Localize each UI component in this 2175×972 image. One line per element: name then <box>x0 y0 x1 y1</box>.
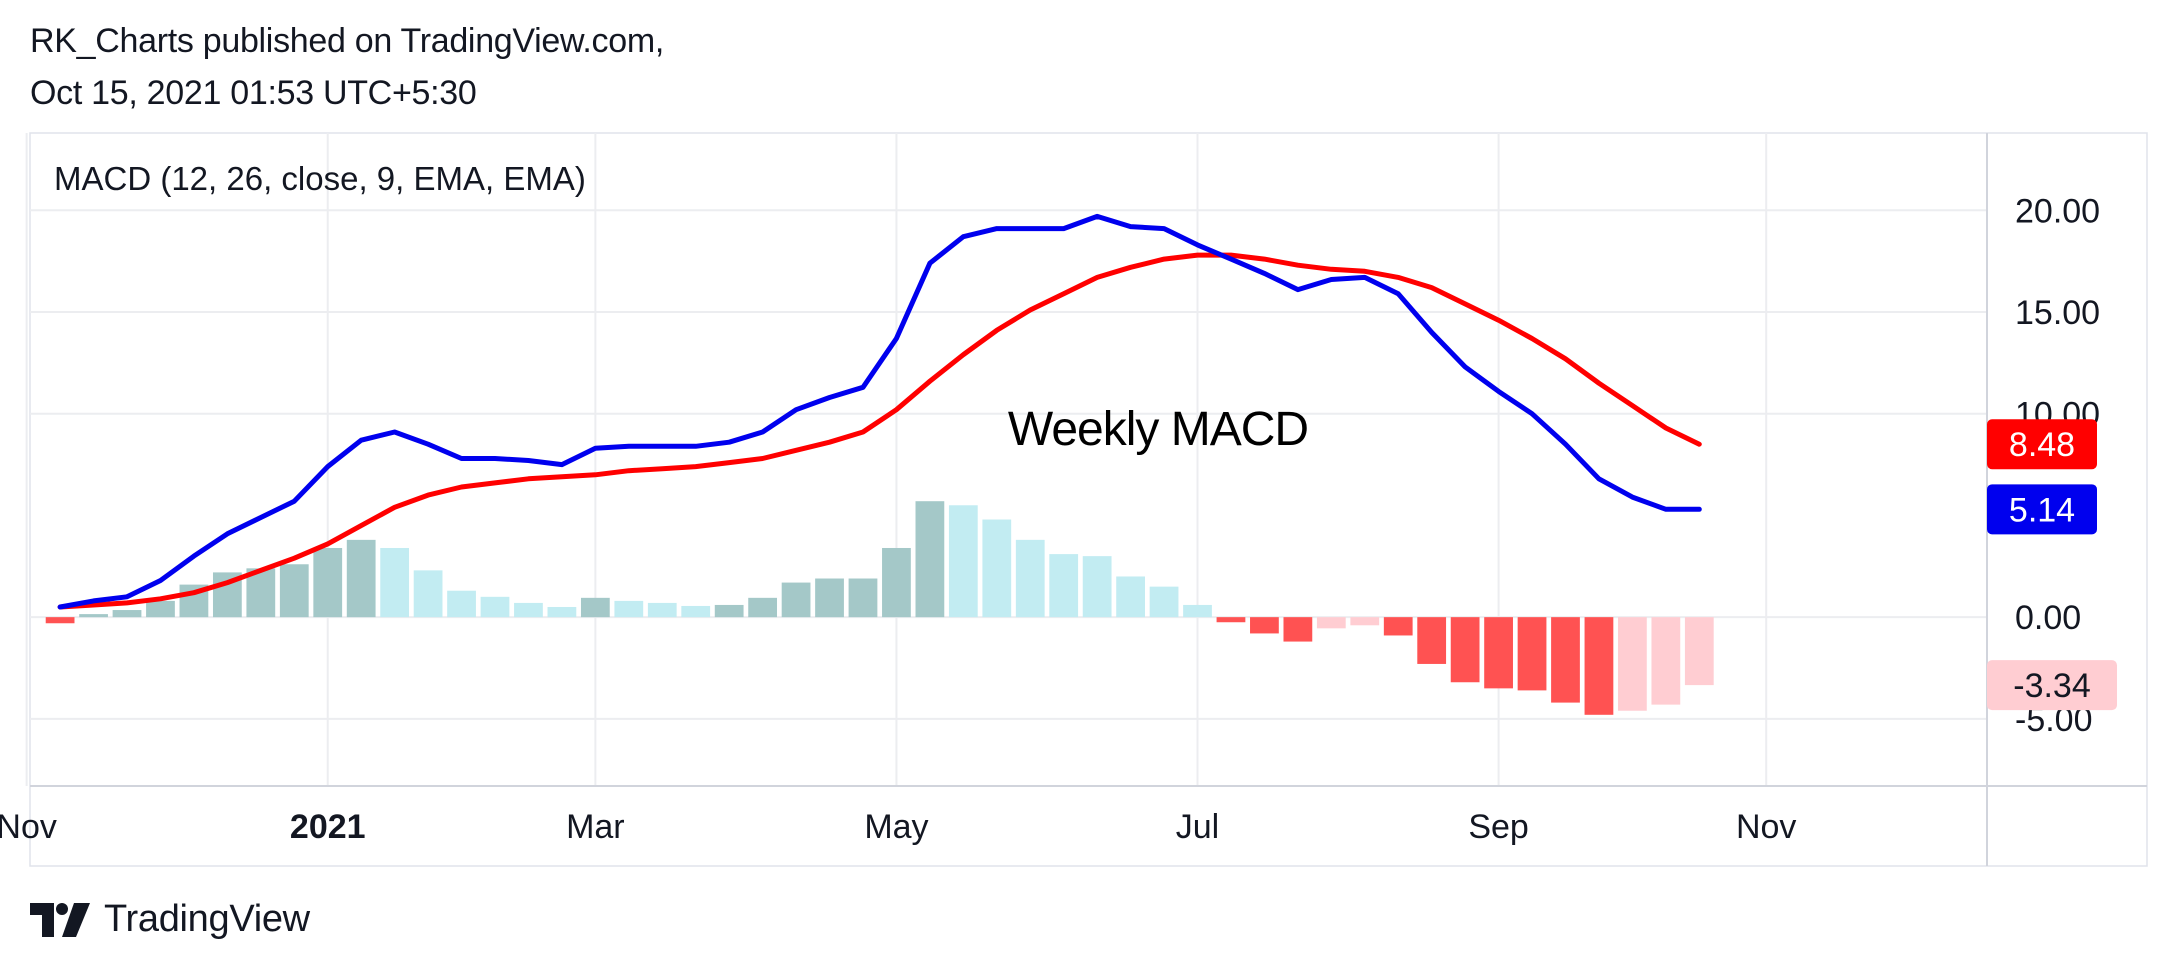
signal-last-value-label: 8.48 <box>2009 426 2075 464</box>
x-axis-ticks: Nov 2021 Mar May Jul Sep Nov <box>0 808 1796 846</box>
chart-annotation: Weekly MACD <box>1008 403 1308 456</box>
histogram-bar <box>1417 617 1447 664</box>
indicator-title: MACD (12, 26, close, 9, EMA, EMA) <box>54 160 586 197</box>
histogram-bar <box>1618 617 1647 711</box>
histogram-bar <box>313 547 343 618</box>
histogram-bar <box>1316 617 1346 629</box>
histogram-bar <box>1049 554 1079 618</box>
x-tick-label: May <box>864 808 928 846</box>
histogram-bar <box>514 602 543 618</box>
histogram-last-value-bg <box>1987 660 2117 711</box>
x-tick-label: Jul <box>1176 808 1219 846</box>
histogram-bar <box>346 539 376 618</box>
histogram-bar <box>279 564 309 618</box>
x-tick-label: Sep <box>1468 808 1529 846</box>
x-tick-label: Nov <box>0 808 57 846</box>
signal-last-value-bg <box>1987 419 2097 470</box>
chart-frame <box>29 132 2148 867</box>
histogram-bar <box>45 617 75 624</box>
tradingview-logo-icon <box>30 902 90 937</box>
last-value-badges: 8.48 5.14 -3.34 <box>1987 419 2117 711</box>
histogram-bar <box>781 582 811 618</box>
x-tick-label: Nov <box>1736 808 1796 846</box>
histogram-bar <box>1216 617 1246 623</box>
histogram-bar <box>815 578 844 618</box>
histogram-bar <box>1350 617 1380 626</box>
histogram-series <box>45 501 1714 715</box>
histogram-bar <box>882 547 911 618</box>
macd-last-value-label: 5.14 <box>2009 491 2075 529</box>
histogram-bar <box>1283 617 1313 642</box>
macd-last-value-bg <box>1987 484 2097 535</box>
histogram-bar <box>146 600 175 618</box>
histogram-bar <box>580 597 610 618</box>
histogram-bar <box>1116 576 1145 618</box>
histogram-bar <box>1484 617 1513 689</box>
histogram-bar <box>1149 586 1179 618</box>
tradingview-brand[interactable]: TradingView <box>30 898 310 941</box>
histogram-bar <box>647 602 677 618</box>
y-tick-label: 0.00 <box>2015 599 2081 637</box>
histogram-bar <box>982 519 1012 618</box>
brand-name: TradingView <box>104 898 310 940</box>
histogram-last-value-label: -3.34 <box>2013 667 2091 705</box>
histogram-bar <box>1450 617 1480 683</box>
histogram-bar <box>681 605 711 618</box>
histogram-bar <box>1015 539 1045 618</box>
histogram-bar <box>915 501 945 618</box>
histogram-bar <box>1684 617 1714 686</box>
y-tick-label: 20.00 <box>2015 192 2100 230</box>
histogram-bar <box>1551 617 1580 703</box>
histogram-bar <box>1383 617 1413 636</box>
histogram-bar <box>447 590 476 618</box>
histogram-bar <box>748 597 778 618</box>
x-tick-label: Mar <box>566 808 625 846</box>
publish-date-line: Oct 15, 2021 01:53 UTC+5:30 <box>30 74 477 112</box>
histogram-bar <box>547 606 577 618</box>
histogram-bar <box>1517 617 1547 691</box>
histogram-bar <box>714 604 744 618</box>
publisher-line: RK_Charts published on TradingView.com, <box>30 22 665 60</box>
histogram-bar <box>112 610 142 618</box>
histogram-bar <box>1250 617 1279 634</box>
histogram-bar <box>79 614 108 618</box>
histogram-bar <box>948 505 978 618</box>
histogram-bar <box>480 596 510 618</box>
histogram-bar <box>614 600 644 618</box>
histogram-bar <box>1082 556 1112 618</box>
histogram-bar <box>1651 617 1681 705</box>
histogram-bar <box>848 578 878 618</box>
histogram-bar <box>1584 617 1614 715</box>
histogram-bar <box>1183 604 1212 618</box>
histogram-bar <box>413 570 443 618</box>
x-tick-label: 2021 <box>290 808 366 846</box>
histogram-bar <box>380 547 410 618</box>
y-tick-label: 15.00 <box>2015 294 2100 332</box>
signal-line <box>57 252 1702 610</box>
macd-line <box>57 213 1702 610</box>
